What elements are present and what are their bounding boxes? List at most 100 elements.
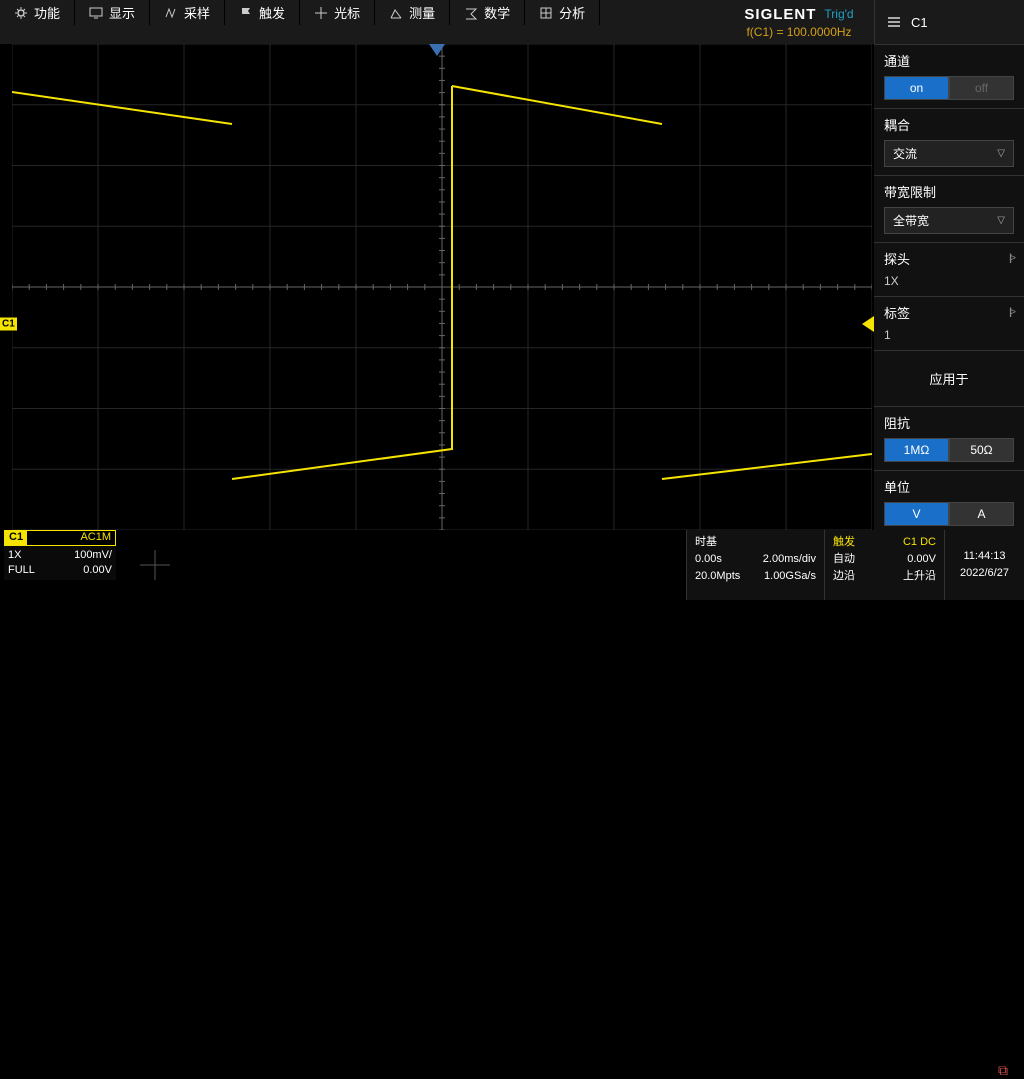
- panel-coupling-title: 耦合: [884, 115, 1014, 134]
- menu-label: 触发: [259, 3, 285, 22]
- bandwidth-select[interactable]: 全带宽 ▽: [884, 207, 1014, 234]
- panel-apply-title: 应用于: [929, 372, 968, 387]
- math-icon: [464, 6, 478, 20]
- coupling-value: 交流: [893, 145, 917, 162]
- impedance-50-option[interactable]: 50Ω: [949, 438, 1014, 462]
- channel-settings-panel: 通道 on off 耦合 交流 ▽ 带宽限制 全带宽 ▽ 探头 ||> 1X 标签: [874, 44, 1024, 530]
- channel-mem: FULL: [8, 563, 35, 578]
- waveform-canvas: [12, 44, 872, 530]
- channel-id: C1: [5, 531, 27, 545]
- panel-channel-title: 通道: [884, 51, 1014, 70]
- channel-on-off-toggle[interactable]: on off: [884, 76, 1014, 100]
- panel-impedance: 阻抗 1MΩ 50Ω: [874, 406, 1024, 470]
- menu-cursor[interactable]: 光标: [300, 0, 375, 25]
- clock-box: ⧉ 11:44:13 2022/6/27: [944, 530, 1024, 600]
- panel-label[interactable]: 标签 ||> 1: [874, 296, 1024, 350]
- trigger-level-marker[interactable]: [862, 316, 874, 332]
- panel-coupling: 耦合 交流 ▽: [874, 108, 1024, 175]
- menu-label: 功能: [34, 3, 60, 22]
- channel-off-option[interactable]: off: [949, 76, 1014, 100]
- crosshair-icon: [135, 545, 175, 588]
- chevron-down-icon: ▽: [997, 215, 1005, 226]
- clock-date: 2022/6/27: [953, 565, 1016, 582]
- panel-probe-title: 探头: [884, 249, 910, 268]
- menu-gear[interactable]: 功能: [0, 0, 75, 25]
- panel-label-title: 标签: [884, 303, 910, 322]
- channel-info-badge[interactable]: C1 AC1M 1X 100mV/ FULL 0.00V: [4, 530, 116, 580]
- frequency-readout: f(C1) = 100.0000Hz: [746, 25, 851, 39]
- trigger-title: 触发: [833, 534, 855, 551]
- unit-v-option[interactable]: V: [884, 502, 949, 526]
- trigger-box[interactable]: 触发C1 DC 自动0.00V 边沿上升沿: [824, 530, 944, 600]
- impedance-toggle[interactable]: 1MΩ 50Ω: [884, 438, 1014, 462]
- panel-probe[interactable]: 探头 ||> 1X: [874, 242, 1024, 296]
- clock-time: 11:44:13: [953, 548, 1016, 565]
- analyze-icon: [539, 6, 553, 20]
- monitor-icon: [89, 6, 103, 20]
- menu-label: 测量: [409, 3, 435, 22]
- probe-value: 1X: [884, 274, 1014, 288]
- footer-status: 时基 0.00s 2.00ms/div 20.0Mpts 1.00GSa/s 触发 C…: [686, 530, 1024, 600]
- channel-on-option[interactable]: on: [884, 76, 949, 100]
- panel-unit-title: 单位: [884, 477, 1014, 496]
- submenu-arrow-icon: ||>: [1009, 307, 1014, 318]
- cursor-icon: [314, 6, 328, 20]
- timebase-rate: 1.00GSa/s: [764, 568, 816, 585]
- label-value: 1: [884, 328, 1014, 342]
- unit-toggle[interactable]: V A: [884, 502, 1014, 526]
- main-menu: 功能 显示 采样 触发 光标 测量 数学 分析: [0, 0, 724, 44]
- main-area: C1 通道 on off 耦合 交流 ▽ 带宽限制 全带宽 ▽ 探头: [0, 44, 1024, 530]
- trigger-type: 边沿: [833, 568, 855, 585]
- trigger-mode: 自动: [833, 551, 855, 568]
- trigger-status: Trig'd: [824, 7, 853, 21]
- channel-offset: 0.00V: [83, 563, 112, 578]
- measure-icon: [389, 6, 403, 20]
- bandwidth-value: 全带宽: [893, 212, 929, 229]
- panel-channel: 通道 on off: [874, 44, 1024, 108]
- panel-impedance-title: 阻抗: [884, 413, 1014, 432]
- trigger-source: C1 DC: [903, 534, 936, 551]
- menu-label: 光标: [334, 3, 360, 22]
- impedance-1m-option[interactable]: 1MΩ: [884, 438, 949, 462]
- timebase-box[interactable]: 时基 0.00s 2.00ms/div 20.0Mpts 1.00GSa/s: [686, 530, 824, 600]
- channel-tab[interactable]: C1: [874, 0, 1024, 44]
- timebase-title: 时基: [695, 534, 816, 551]
- list-icon: [887, 15, 901, 29]
- channel-scale: 100mV/: [74, 548, 112, 563]
- channel-ground-marker[interactable]: C1: [0, 318, 17, 331]
- menu-acquire[interactable]: 采样: [150, 0, 225, 25]
- top-bar: 功能 显示 采样 触发 光标 测量 数学 分析 SIGLENT Trig'd f(C1) = …: [0, 0, 1024, 44]
- menu-flag[interactable]: 触发: [225, 0, 300, 25]
- menu-label: 显示: [109, 3, 135, 22]
- menu-measure[interactable]: 测量: [375, 0, 450, 25]
- timebase-mem: 20.0Mpts: [695, 568, 740, 585]
- unit-a-option[interactable]: A: [949, 502, 1014, 526]
- brand-status-box: SIGLENT Trig'd f(C1) = 100.0000Hz: [724, 0, 874, 44]
- submenu-arrow-icon: ||>: [1009, 253, 1014, 264]
- menu-label: 数学: [484, 3, 510, 22]
- waveform-display[interactable]: C1: [0, 44, 874, 530]
- timebase-delay: 0.00s: [695, 551, 722, 568]
- chevron-down-icon: ▽: [997, 148, 1005, 159]
- network-icon: ⧉: [998, 1062, 1008, 1079]
- menu-monitor[interactable]: 显示: [75, 0, 150, 25]
- panel-bandwidth: 带宽限制 全带宽 ▽: [874, 175, 1024, 242]
- panel-bandwidth-title: 带宽限制: [884, 182, 1014, 201]
- menu-math[interactable]: 数学: [450, 0, 525, 25]
- acquire-icon: [164, 6, 178, 20]
- menu-analyze[interactable]: 分析: [525, 0, 600, 25]
- menu-label: 分析: [559, 3, 585, 22]
- brand-logo: SIGLENT: [744, 6, 816, 23]
- channel-mode: AC1M: [27, 531, 115, 545]
- coupling-select[interactable]: 交流 ▽: [884, 140, 1014, 167]
- channel-probe: 1X: [8, 548, 21, 563]
- gear-icon: [14, 6, 28, 20]
- trigger-slope: 上升沿: [903, 568, 936, 585]
- panel-apply[interactable]: 应用于: [874, 350, 1024, 406]
- menu-label: 采样: [184, 3, 210, 22]
- timebase-scale: 2.00ms/div: [763, 551, 816, 568]
- panel-unit: 单位 V A: [874, 470, 1024, 530]
- channel-tab-label: C1: [911, 15, 928, 30]
- trigger-position-marker[interactable]: [429, 44, 445, 56]
- flag-icon: [239, 6, 253, 20]
